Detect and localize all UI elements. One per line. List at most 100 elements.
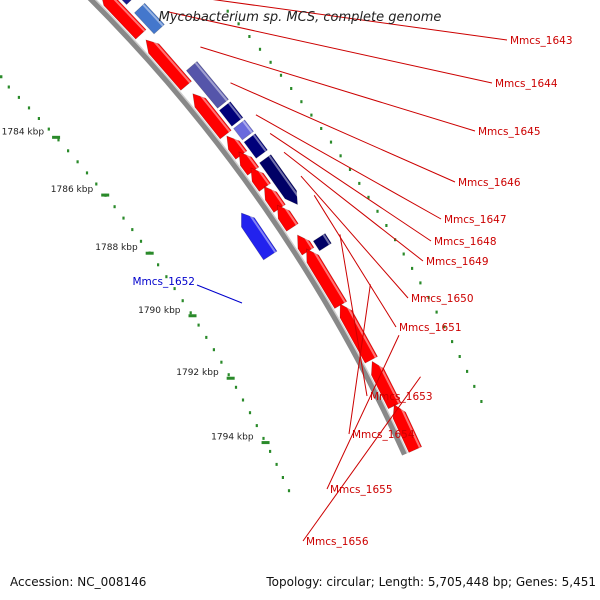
inner-tick	[76, 160, 79, 164]
inner-tick	[157, 263, 160, 267]
reverse-gene-1-shape	[121, 0, 132, 5]
Mmcs_1646-label: Mmcs_1646	[458, 177, 521, 189]
Mmcs_1652-label: Mmcs_1652	[132, 276, 195, 288]
Mmcs_1645-leader	[200, 46, 476, 132]
inner-tick	[67, 149, 70, 153]
forward-gene-2-shape	[145, 39, 192, 91]
outer-tick	[458, 355, 461, 358]
forward-gene-4-shine	[234, 137, 247, 153]
reverse-gene-3	[185, 61, 229, 109]
outer-tick	[237, 22, 240, 26]
Mmcs_1650-leader	[300, 175, 409, 299]
gene-features	[102, 0, 423, 453]
inner-tick	[205, 335, 208, 339]
outer-tick	[480, 400, 483, 403]
Mmcs_1651-label: Mmcs_1651	[399, 322, 462, 334]
scale-tick-1790	[188, 314, 197, 318]
inner-tick	[189, 311, 192, 315]
Mmcs_1655-label: Mmcs_1655	[330, 484, 393, 496]
forward-gene-8	[277, 204, 299, 232]
inner-tick	[287, 489, 291, 493]
forward-gene-1-shine	[113, 0, 146, 32]
scale-label-1786: 1786 kbp	[51, 185, 94, 195]
reverse-gene-5-shape	[233, 119, 254, 141]
inner-tick	[47, 127, 50, 131]
Mmcs_1649-label: Mmcs_1649	[426, 256, 489, 268]
outer-tick	[348, 168, 352, 171]
reverse-gene-5	[233, 119, 254, 141]
Mmcs_1652-leader	[196, 284, 243, 304]
forward-gene-13-shape	[392, 404, 423, 453]
reverse-gene-2-shine	[142, 3, 164, 27]
reverse-gene-1	[121, 0, 132, 5]
Mmcs_1653-leader	[339, 234, 368, 397]
inner-tick	[275, 462, 278, 466]
Mmcs_1648-label: Mmcs_1648	[434, 236, 497, 248]
outer-tick	[402, 252, 405, 256]
outer-tick	[443, 325, 446, 329]
reverse-gene-6-shine	[252, 134, 267, 152]
outer-tick	[248, 35, 251, 38]
scale-tick-1786	[101, 193, 110, 197]
scale-label-1792: 1792 kbp	[176, 368, 219, 378]
scale-tick-1784	[52, 135, 61, 139]
scale-label-1790: 1790 kbp	[138, 306, 181, 316]
outer-tick	[226, 9, 229, 13]
scale-tick-1794	[261, 441, 270, 445]
forward-gene-3-shape	[192, 93, 232, 140]
forward-gene-12-shine	[378, 364, 401, 404]
forward-gene-2-shine	[153, 40, 191, 84]
outer-tick	[339, 154, 342, 158]
reverse-gene-2-shape	[134, 2, 165, 35]
inner-gene-1652	[241, 212, 278, 261]
reverse-gene-7-shape	[259, 154, 298, 205]
inner-tick	[113, 205, 116, 209]
forward-gene-3-shine	[200, 95, 231, 133]
outer-tick	[269, 60, 272, 64]
inner-tick	[37, 117, 40, 120]
forward-gene-11-shape	[339, 303, 378, 364]
reverse-gene-8	[312, 233, 332, 252]
reverse-gene-5-shine	[242, 120, 253, 134]
outer-tick	[310, 113, 313, 117]
inner-tick	[281, 476, 284, 479]
inner-tick	[122, 216, 125, 220]
accession-text: Accession: NC_008146	[10, 575, 147, 589]
forward-gene-13	[392, 404, 423, 453]
scale-label-1788: 1788 kbp	[95, 243, 138, 253]
Mmcs_1648-leader	[269, 133, 432, 242]
reverse-gene-8-shape	[312, 233, 332, 252]
genome-summary-text: Topology: circular; Length: 5,705,448 bp…	[266, 575, 596, 589]
inner-tick	[269, 449, 272, 453]
reverse-gene-6	[243, 133, 268, 159]
inner-tick	[227, 373, 230, 377]
inner-tick	[248, 411, 252, 415]
forward-gene-9-shine	[304, 237, 314, 250]
outer-tick	[376, 209, 379, 213]
forward-gene-2	[145, 39, 192, 91]
outer-tick	[300, 100, 303, 104]
Mmcs_1654-leader	[348, 284, 371, 435]
Mmcs_1644-label: Mmcs_1644	[495, 78, 558, 90]
inner-tick	[212, 348, 215, 352]
reverse-gene-8-shine	[322, 234, 331, 245]
reverse-gene-3-shine	[194, 62, 228, 102]
scale-label-1784: 1784 kbp	[2, 127, 45, 137]
outer-tick	[290, 87, 293, 90]
forward-gene-7-shine	[271, 188, 285, 207]
Mmcs_1650-label: Mmcs_1650	[411, 293, 474, 305]
Mmcs_1656-label: Mmcs_1656	[306, 536, 369, 548]
inner-tick	[27, 106, 31, 110]
Mmcs_1654-label: Mmcs_1654	[352, 429, 415, 441]
Mmcs_1646-leader	[230, 82, 456, 183]
inner-gene-1652-shine	[249, 214, 277, 253]
inner-tick	[165, 275, 168, 279]
outer-tick	[427, 295, 430, 299]
Mmcs_1655-leader	[326, 335, 400, 490]
inner-tick	[234, 385, 238, 389]
outer-tick	[473, 384, 476, 388]
forward-gene-5-shine	[246, 153, 259, 169]
Mmcs_1647-label: Mmcs_1647	[444, 214, 507, 226]
